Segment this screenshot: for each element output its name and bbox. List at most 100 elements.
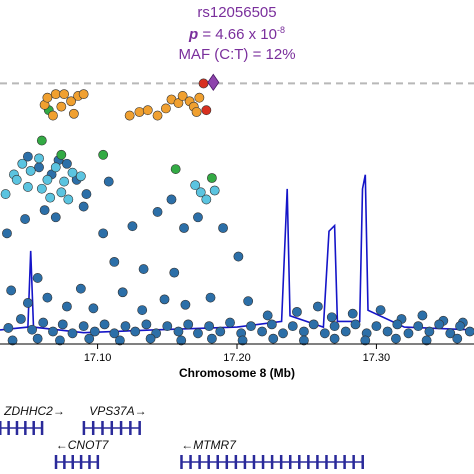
snp-point-darkblue [159,294,170,305]
gene-exon [101,421,104,435]
gene-exon [343,455,346,469]
snp-point-darkblue [350,319,361,330]
snp-point-lightblue [25,165,36,176]
snp-point-darkblue [141,319,152,330]
snp-point-darkblue [326,312,337,323]
snp-point-red [198,78,209,89]
gene-exon [88,455,91,469]
snp-point-darkblue [434,319,445,330]
snp-point-orange [56,101,67,112]
gene-exon [270,455,274,469]
snp-point-lightblue [75,171,86,182]
snp-point-darkblue [39,205,50,216]
gene-exon [63,455,66,469]
snp-point-darkblue [173,326,184,337]
snp-point-darkblue [38,317,49,328]
gene-exon [189,455,192,469]
snp-point-orange [42,92,53,103]
snp-point-darkblue [169,267,180,278]
snp-point-darkblue [84,333,95,344]
snp-point-darkblue [340,326,351,337]
snp-point-darkblue [78,321,89,332]
snp-point-darkblue [162,321,173,332]
x-tick-label: 17.30 [363,352,391,364]
snp-point-darkblue [421,335,432,346]
snp-point-darkblue [417,310,428,321]
snp-point-darkblue [2,228,12,239]
snp-point-lightblue [11,174,22,185]
gene-exon [79,455,83,469]
snp-point-darkblue [193,212,203,223]
snp-point-darkblue [22,298,33,308]
snp-point-darkblue [371,321,382,332]
gene-exon [7,421,10,435]
snp-point-darkblue [103,176,114,187]
snp-point-darkblue [57,319,68,330]
gene-exon [225,455,229,469]
snp-point-darkblue [243,296,254,307]
snp-point-darkblue [180,299,191,310]
snp-point-orange [160,103,171,114]
snp-point-darkblue [130,326,141,337]
snp-point-darkblue [22,151,33,162]
gene-exon [252,455,256,469]
snp-point-darkblue [42,292,53,303]
snp-point-darkblue [445,328,456,339]
snp-point-darkblue [109,256,120,267]
snp-point-lightblue [36,183,47,194]
gene-exon [71,455,74,469]
lead-snp-pvalue: p = 4.66 x 10-8 [0,25,474,43]
snp-point-darkblue [292,306,302,317]
gene-track: ZDHHC2→ VPS37A→ ←CNOT7 ←MTMR7 [0,404,364,469]
lead-snp-diamond [207,73,220,92]
snp-point-darkblue [403,328,414,339]
snp-point-red [201,105,212,116]
snp-point-darkblue [287,321,298,332]
gene-exon [54,455,58,469]
snp-point-darkblue [138,264,149,274]
snp-point-darkblue [237,335,248,346]
snp-point-darkblue [308,319,319,330]
snp-point-darkblue [312,301,323,312]
gene-exon [279,455,283,469]
snp-point-darkblue [152,207,163,217]
snp-point-darkblue [34,162,44,173]
snp-point-darkblue [145,333,156,344]
snp-point-lightblue [22,182,33,192]
gene-exon [198,455,201,469]
snp-point-darkblue [99,319,110,330]
snp-point-darkblue [391,333,401,344]
snp-point-darkblue [319,328,330,339]
snp-point-darkblue [120,321,131,332]
snp-point-darkblue [375,305,386,315]
snp-point-lightblue [42,174,53,185]
gene-exon [307,455,310,469]
gene-exon [119,421,123,435]
gene-exon [0,421,2,435]
snp-point-darkblue [89,326,100,337]
snp-point-darkblue [204,321,215,332]
snp-point-darkblue [166,194,177,205]
snp-point-orange [134,107,145,117]
snp-point-darkblue [347,308,358,319]
gene-exon [334,455,337,469]
snp-point-darkblue [67,328,78,339]
snp-point-darkblue [257,326,267,337]
snp-point-darkblue [268,333,279,344]
snp-point-orange [142,105,153,116]
snp-point-darkblue [88,303,99,314]
gene-exon [234,455,238,469]
lead-snp-maf: MAF (C:T) = 12% [178,46,296,63]
gene-exon [24,421,27,435]
snp-point-darkblue [3,323,14,333]
snp-point-darkblue [20,214,30,224]
gene-label: ZDHHC2→ [3,404,65,418]
snp-point-lightblue [50,162,61,173]
snp-point-green [36,135,47,146]
snp-point-orange [68,108,79,119]
snp-point-darkblue [413,321,424,332]
snp-point-lightblue [190,180,201,191]
snp-point-lightblue [67,167,78,178]
snp-point-orange [66,96,76,107]
